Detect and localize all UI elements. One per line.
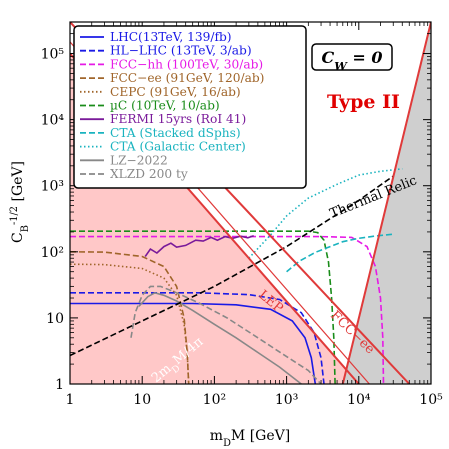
legend-box xyxy=(73,25,307,189)
x-tick-label: 10⁵ xyxy=(419,392,443,408)
legend-label: CEPC (91GeV, 16/ab) xyxy=(110,85,241,99)
x-tick-label: 1 xyxy=(66,392,75,408)
legend-label: LHC(13TeV, 139/fb) xyxy=(110,30,232,44)
legend-label: FCC−ee (91GeV, 120/ab) xyxy=(110,71,264,85)
legend-label: CTA (Galactic Center) xyxy=(110,140,246,154)
plot-frame xyxy=(69,21,432,385)
series-line-cta-galactic-center xyxy=(248,168,403,259)
legend-label: XLZD 200 ty xyxy=(110,167,188,181)
x-tick-label: 10⁴ xyxy=(347,392,371,408)
series-line-fcc-ee-91gev-120-ab xyxy=(70,251,190,384)
x-tick-label: 10² xyxy=(203,392,226,408)
y-axis-label: CB​-1/2​ [GeV] xyxy=(9,161,31,243)
y-tick-label: 10³ xyxy=(41,179,64,195)
y-tick-label: 10⁵ xyxy=(41,47,65,63)
cw-annotation: CW​ = 0 xyxy=(322,48,383,73)
series-line-hl-lhc-13tev-3-ab xyxy=(70,291,325,384)
series-line-lz-2022 xyxy=(138,291,302,384)
legend-label: FERMI 15yrs (RoI 41) xyxy=(110,112,246,126)
y-tick-label: 10 xyxy=(46,311,64,327)
legend-label: LZ−2022 xyxy=(110,153,168,167)
cw-annotation-box xyxy=(311,43,393,71)
series-line-2m-dm-4 xyxy=(341,22,431,384)
y-tick-label: 10² xyxy=(41,245,64,261)
legend-label: HL−LHC (13TeV, 3/ab) xyxy=(110,44,252,58)
series-line-thermal-relic xyxy=(70,175,394,357)
x-tick-label: 10 xyxy=(133,392,151,408)
series-line-fermi-15yrs-roi-41 xyxy=(144,235,254,257)
y-tick-label: 10⁴ xyxy=(41,113,65,129)
type-label: Type II xyxy=(327,91,400,113)
legend-label: µC (10TeV, 10/ab) xyxy=(110,99,220,113)
legend-label: CTA (Stacked dSphs) xyxy=(110,126,241,140)
legend-label: FCC−hh (100TeV, 30/ab) xyxy=(110,57,263,71)
series-line-fcc-hh-100tev-30-ab xyxy=(70,235,385,384)
series-line-cta-stacked-dsphs xyxy=(286,233,394,273)
series-line-xlzd-200-ty xyxy=(130,285,322,384)
x-tick-label: 10³ xyxy=(275,392,298,408)
y-tick-label: 1 xyxy=(55,377,64,393)
x-axis-label: mD​M [GeV] xyxy=(210,428,290,449)
series-line-cepc-91gev-16-ab xyxy=(70,263,190,384)
